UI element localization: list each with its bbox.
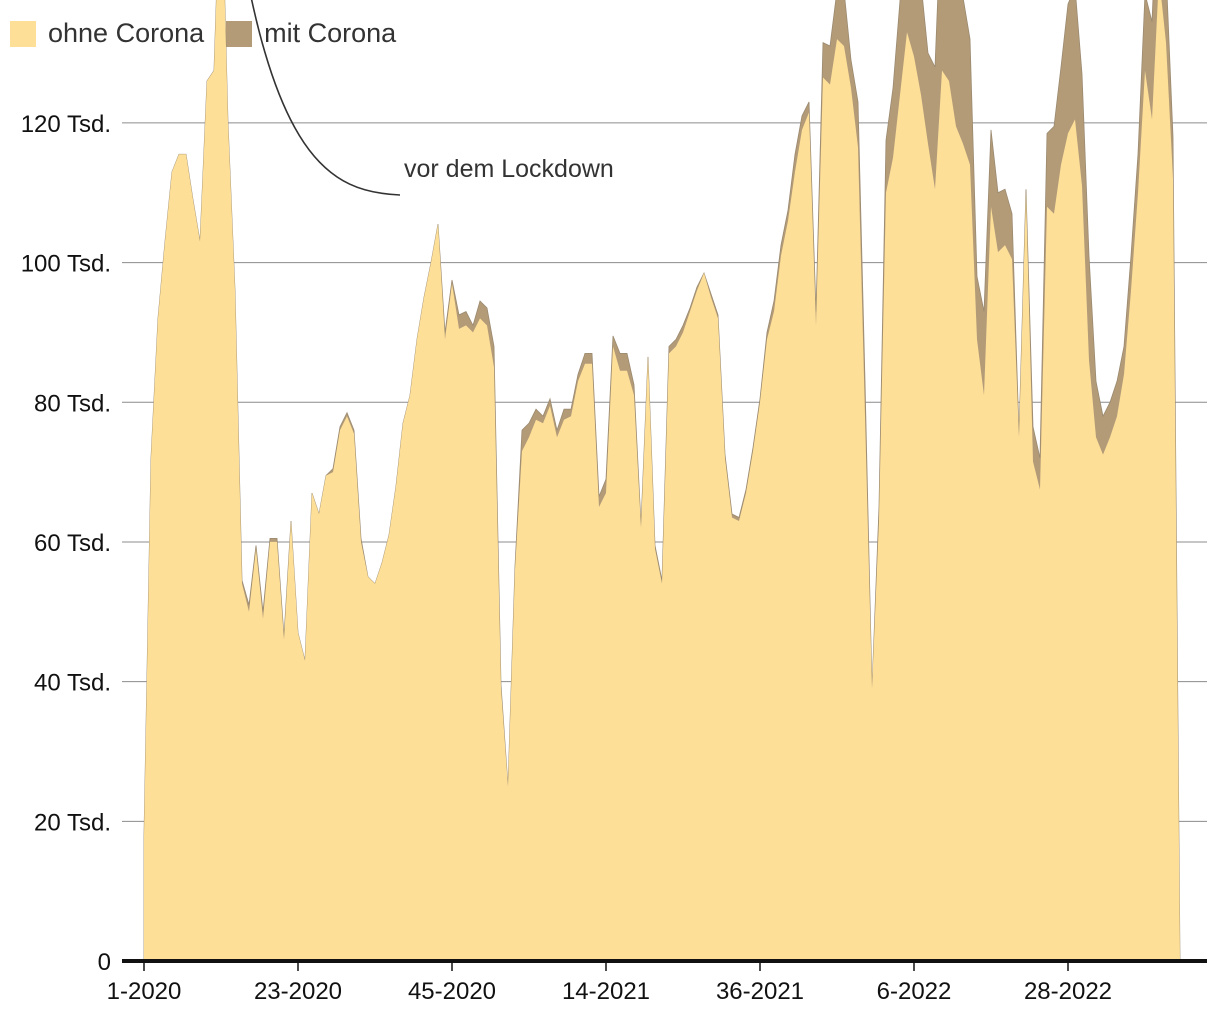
annotation-arrow xyxy=(250,0,401,196)
y-tick-label: 0 xyxy=(98,949,111,976)
y-tick-label: 100 Tsd. xyxy=(21,251,111,278)
x-axis: 1-2020 23-2020 45-2020 14-2021 36-2021 6-2022… xyxy=(107,959,1207,1005)
legend: ohne Corona mit Corona xyxy=(10,18,404,49)
y-tick-label: 60 Tsd. xyxy=(34,530,111,557)
y-tick-label: 80 Tsd. xyxy=(34,390,111,417)
legend-swatch-mit-corona xyxy=(226,20,253,47)
annotation-label: vor dem Lockdown xyxy=(404,155,614,183)
legend-item-ohne-corona[interactable]: ohne Corona xyxy=(10,18,204,49)
x-tick-label: 1-2020 xyxy=(107,978,182,1005)
legend-label-mit-corona: mit Corona xyxy=(264,18,397,48)
x-tick-label: 28-2022 xyxy=(1024,978,1112,1005)
legend-item-mit-corona[interactable]: mit Corona xyxy=(226,18,396,49)
x-tick-label: 36-2021 xyxy=(716,978,804,1005)
legend-swatch-ohne-corona xyxy=(10,20,36,47)
area-series xyxy=(143,0,1181,962)
y-tick-label: 20 Tsd. xyxy=(34,809,111,836)
x-tick-label: 6-2022 xyxy=(877,978,952,1005)
x-tick-label: 45-2020 xyxy=(408,978,496,1005)
legend-label-ohne-corona: ohne Corona xyxy=(48,18,205,48)
area-ohne-corona xyxy=(144,0,1180,961)
y-tick-label: 40 Tsd. xyxy=(34,670,111,697)
x-tick-label: 14-2021 xyxy=(562,978,650,1005)
x-tick-label: 23-2020 xyxy=(254,978,342,1005)
annotation: vor dem Lockdown xyxy=(250,0,614,196)
y-axis: 0 20 Tsd. 40 Tsd. 60 Tsd. 80 Tsd. 100 Tsd. 120… xyxy=(21,111,111,976)
y-tick-label: 120 Tsd. xyxy=(21,111,111,138)
